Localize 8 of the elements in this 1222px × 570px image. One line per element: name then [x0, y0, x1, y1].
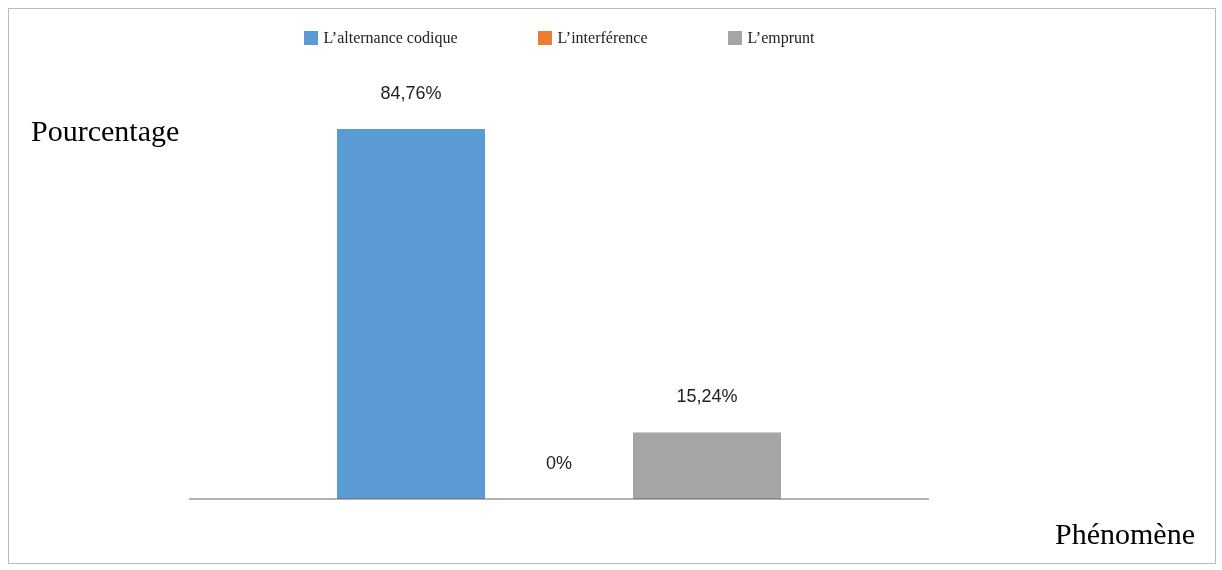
- data-label: 0%: [545, 453, 573, 473]
- y-axis-title: Pourcentage: [31, 114, 180, 148]
- x-axis-title: Phénomène: [1055, 517, 1195, 551]
- legend-label: L’interférence: [556, 29, 648, 47]
- data-label: 15,24%: [676, 386, 738, 407]
- data-label: 84,76%: [380, 83, 442, 103]
- legend-label: L’alternance codique: [322, 29, 458, 47]
- legend-label: L’emprunt: [746, 29, 815, 47]
